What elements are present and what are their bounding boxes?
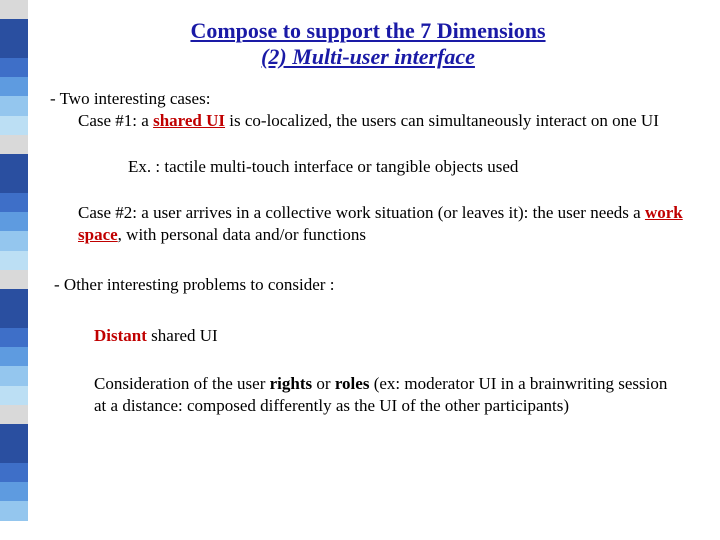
sidebar-segment	[0, 270, 28, 289]
slide-content: Compose to support the 7 Dimensions (2) …	[28, 0, 720, 540]
sidebar-segment	[0, 116, 28, 135]
rights-word-2: roles	[335, 374, 370, 393]
sidebar-segment	[0, 174, 28, 193]
title-line-2: (2) Multi-user interface	[46, 44, 690, 70]
example-line: Ex. : tactile multi-touch interface or t…	[128, 156, 690, 178]
sidebar-segment	[0, 501, 28, 520]
sidebar-segment	[0, 231, 28, 250]
sidebar-segment	[0, 521, 28, 540]
case1-rest: is co-localized, the users can simultane…	[225, 111, 659, 130]
decorative-sidebar	[0, 0, 28, 540]
sidebar-segment	[0, 289, 28, 308]
case1-prefix: Case #1: a	[78, 111, 153, 130]
sidebar-segment	[0, 0, 28, 19]
distant-rest: shared UI	[147, 326, 218, 345]
sidebar-segment	[0, 309, 28, 328]
sidebar-segment	[0, 96, 28, 115]
sidebar-segment	[0, 58, 28, 77]
sidebar-segment	[0, 212, 28, 231]
title-line-1: Compose to support the 7 Dimensions	[46, 18, 690, 44]
sidebar-segment	[0, 251, 28, 270]
distant-line: Distant shared UI	[94, 325, 690, 347]
sidebar-segment	[0, 405, 28, 424]
sidebar-segment	[0, 328, 28, 347]
intro-line: - Two interesting cases:	[50, 88, 690, 110]
rights-pre: Consideration of the user	[94, 374, 270, 393]
sidebar-segment	[0, 135, 28, 154]
sidebar-segment	[0, 39, 28, 58]
case-1: Case #1: a shared UI is co-localized, th…	[78, 110, 690, 132]
sidebar-segment	[0, 193, 28, 212]
rights-word-1: rights	[270, 374, 313, 393]
sidebar-segment	[0, 366, 28, 385]
sidebar-segment	[0, 482, 28, 501]
sidebar-segment	[0, 19, 28, 38]
slide-title: Compose to support the 7 Dimensions (2) …	[46, 18, 690, 70]
case2-rest: , with personal data and/or functions	[118, 225, 366, 244]
sidebar-segment	[0, 463, 28, 482]
sidebar-segment	[0, 347, 28, 366]
rights-mid: or	[312, 374, 335, 393]
sidebar-segment	[0, 154, 28, 173]
other-problems: - Other interesting problems to consider…	[54, 274, 690, 296]
case-2: Case #2: a user arrives in a collective …	[78, 202, 690, 246]
case2-prefix: Case #2: a user arrives in a collective …	[78, 203, 645, 222]
sidebar-segment	[0, 424, 28, 443]
sidebar-segment	[0, 443, 28, 462]
rights-line: Consideration of the user rights or role…	[94, 373, 690, 417]
sidebar-segment	[0, 77, 28, 96]
sidebar-segment	[0, 386, 28, 405]
distant-highlight: Distant	[94, 326, 147, 345]
case1-highlight: shared UI	[153, 111, 225, 130]
